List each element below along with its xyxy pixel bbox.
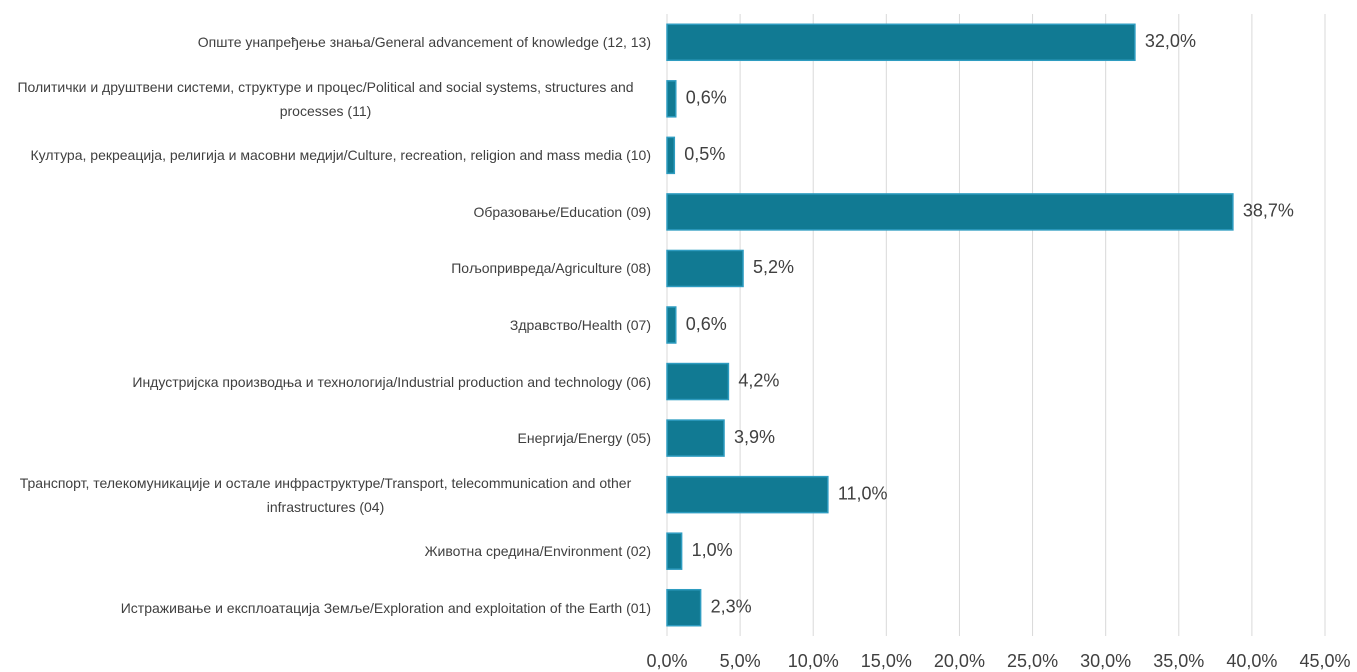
data-label: 0,5% [684,144,725,164]
y-tick-label-box: Политички и друштвени системи, структуре… [0,74,651,124]
data-label: 0,6% [686,88,727,108]
data-label: 32,0% [1145,31,1196,51]
y-tick-label: Опште унапређење знања/General advanceme… [197,34,651,51]
y-tick-label-box: Истраживање и експлоатација Земље/Explor… [0,583,651,633]
y-tick-label-box: Пољопривреда/Agriculture (08) [0,243,651,293]
bar [666,419,725,457]
y-tick-label: Индустријска производња и технологија/In… [132,373,651,390]
y-tick-label: Енергија/Energy (05) [517,430,652,447]
x-tick-label: 30,0% [1080,651,1131,671]
bar [666,588,702,627]
data-label: 3,9% [734,427,775,447]
y-tick-label-box: Здравство/Health (07) [0,300,651,350]
x-tick-label: 45,0% [1299,651,1350,671]
y-tick-label-box: Опште унапређење знања/General advanceme… [0,17,651,67]
data-label: 5,2% [753,257,794,277]
data-label: 38,7% [1243,201,1294,221]
y-tick-label-box: Образовање/Education (09) [0,187,651,237]
bar [666,136,676,175]
y-tick-label: Образовање/Education (09) [473,203,651,220]
y-tick-label: Политички и друштвени системи, структуре… [17,78,634,119]
x-tick-label: 35,0% [1153,651,1204,671]
data-label: 4,2% [738,370,779,390]
bar [666,249,744,288]
y-tick-label-box: Енергија/Energy (05) [0,413,652,463]
y-tick-label-box: Култура, рекреација, религија и масовни … [0,130,652,180]
y-tick-label: Култура, рекреација, религија и масовни … [30,147,652,164]
bar [666,362,730,401]
y-tick-label: Животна средина/Environment (02) [424,543,651,560]
x-tick-label: 20,0% [934,651,985,671]
x-tick-label: 0,0% [646,651,687,671]
bar [666,80,677,118]
bar [666,475,829,514]
y-tick-label: Здравство/Health (07) [509,317,651,333]
bar [666,193,1234,231]
y-tick-label: Транспорт, телекомуникације и остале инф… [19,474,632,515]
x-tick-label: 40,0% [1226,651,1277,671]
y-tick-label-box: Индустријска производња и технологија/In… [0,357,651,407]
y-tick-label-box: Транспорт, телекомуникације и остале инф… [0,470,651,520]
data-label: 0,6% [686,314,727,334]
y-tick-label: Истраживање и експлоатација Земље/Explor… [120,599,651,616]
y-tick-label: Пољопривреда/Agriculture (08) [451,260,651,277]
x-tick-label: 25,0% [1007,651,1058,671]
y-tick-label-box: Животна средина/Environment (02) [0,526,651,576]
x-tick-label: 10,0% [788,651,839,671]
bar [666,23,1136,62]
data-label: 2,3% [711,596,752,616]
bar [666,532,683,570]
data-label: 1,0% [692,540,733,560]
x-tick-label: 5,0% [720,651,761,671]
x-tick-label: 15,0% [861,651,912,671]
data-label: 11,0% [838,483,888,503]
bar [666,306,677,344]
